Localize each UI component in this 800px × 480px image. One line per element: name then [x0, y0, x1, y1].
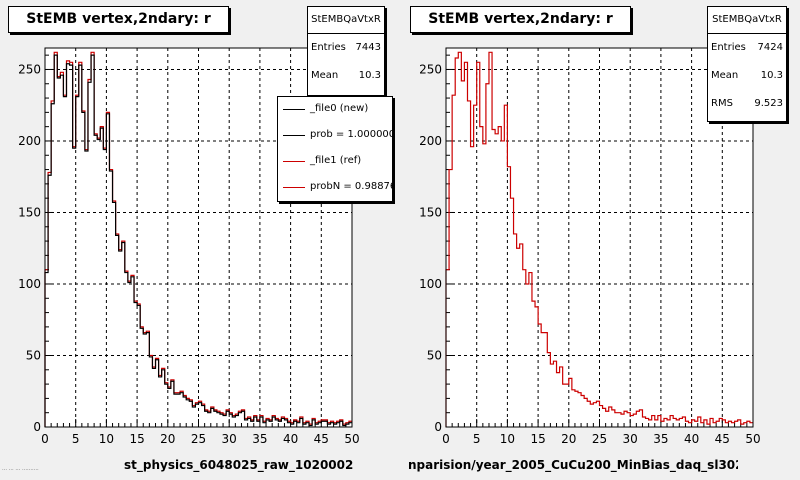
x-tick-label: 50 [344, 432, 359, 446]
stats-label: Entries [711, 42, 746, 53]
stats-box-left-name: StEMBQaVtxR [308, 7, 384, 34]
legend-left: _file0 (new) prob = 1.000000 _file1 (ref… [277, 96, 393, 202]
stats-label: Mean [711, 70, 739, 81]
stats-label: RMS [711, 98, 733, 109]
legend-swatch [283, 135, 305, 136]
plot-frame-right [445, 47, 754, 428]
y-tick-label: 50 [26, 348, 41, 362]
y-tick-label: 50 [427, 348, 442, 362]
legend-label: _file1 (ref) [310, 155, 362, 166]
x-tick-label: 50 [745, 432, 760, 446]
y-tick-label: 100 [419, 277, 442, 291]
x-tick-label: 5 [72, 432, 80, 446]
footer-text: ... ... ... .......... [2, 466, 39, 472]
x-tick-label: 10 [99, 432, 114, 446]
x-tick-label: 15 [530, 432, 545, 446]
stats-value: 9.523 [754, 98, 783, 109]
plot-title-right-text: StEMB vertex,2ndary: r [428, 11, 613, 27]
file-label-left: st_physics_6048025_raw_1020002 [124, 458, 354, 472]
y-tick-label: 150 [18, 205, 41, 219]
legend-entry: _file0 (new) [278, 97, 392, 123]
x-tick-label: 0 [442, 432, 450, 446]
legend-swatch [283, 161, 305, 162]
stats-value: 7424 [757, 42, 783, 53]
stats-row-entries-right: Entries 7424 [708, 34, 786, 62]
plot-title-right: StEMB vertex,2ndary: r [410, 6, 631, 33]
stats-label: Mean [311, 70, 339, 81]
y-tick-label: 150 [419, 205, 442, 219]
plot-title-left: StEMB vertex,2ndary: r [8, 6, 229, 33]
legend-swatch [283, 187, 305, 188]
x-tick-label: 15 [129, 432, 144, 446]
x-tick-label: 45 [314, 432, 329, 446]
plot-title-left-text: StEMB vertex,2ndary: r [26, 11, 211, 27]
legend-entry: probN = 0.988769 [278, 175, 392, 201]
x-tick-label: 10 [500, 432, 515, 446]
x-tick-label: 45 [715, 432, 730, 446]
y-tick-label: 250 [419, 62, 442, 76]
legend-label: probN = 0.988769 [310, 181, 392, 192]
histogram-series-main-right [445, 51, 753, 427]
x-tick-label: 40 [684, 432, 699, 446]
x-tick-label: 35 [653, 432, 668, 446]
y-tick-label: 250 [18, 62, 41, 76]
legend-swatch [283, 109, 305, 110]
stats-box-right: StEMBQaVtxR Entries 7424 Mean 10.3 RMS 9… [707, 6, 787, 122]
x-tick-label: 25 [191, 432, 206, 446]
stats-row-rms-right: RMS 9.523 [708, 90, 786, 118]
stats-box-left: StEMBQaVtxR Entries 7443 Mean 10.3 [307, 6, 385, 96]
legend-entry: _file1 (ref) [278, 149, 392, 175]
y-tick-label: 0 [434, 420, 442, 434]
x-tick-label: 30 [623, 432, 638, 446]
plot-area-right [446, 48, 753, 427]
stats-row-mean-left: Mean 10.3 [308, 62, 384, 90]
y-tick-label: 0 [33, 420, 41, 434]
file-label-right: nparision/year_2005_CuCu200_MinBias_daq_… [408, 458, 738, 472]
x-tick-label: 25 [592, 432, 607, 446]
stats-value: 10.3 [358, 70, 381, 81]
x-tick-label: 20 [561, 432, 576, 446]
legend-label: _file0 (new) [310, 103, 369, 114]
legend-entry: prob = 1.000000 [278, 123, 392, 149]
stats-row-mean-right: Mean 10.3 [708, 62, 786, 90]
x-tick-label: 5 [473, 432, 481, 446]
plot-frame-left [44, 47, 353, 428]
y-tick-label: 200 [419, 134, 442, 148]
stats-label: Entries [311, 42, 346, 53]
x-tick-label: 40 [283, 432, 298, 446]
x-tick-label: 35 [252, 432, 267, 446]
stats-row-entries-left: Entries 7443 [308, 34, 384, 62]
x-tick-label: 0 [41, 432, 49, 446]
stats-box-right-name: StEMBQaVtxR [708, 7, 786, 34]
legend-label: prob = 1.000000 [310, 129, 393, 140]
plot-panel-right: 0 5 10 15 20 25 30 35 40 45 50 0 50 100 150 200 250 [419, 47, 761, 446]
histogram-series--file0-new--left [44, 54, 352, 427]
y-tick-label: 200 [18, 134, 41, 148]
x-tick-label: 30 [222, 432, 237, 446]
stats-value: 10.3 [760, 70, 783, 81]
stats-value: 7443 [355, 42, 381, 53]
x-tick-label: 20 [160, 432, 175, 446]
y-tick-label: 100 [18, 277, 41, 291]
